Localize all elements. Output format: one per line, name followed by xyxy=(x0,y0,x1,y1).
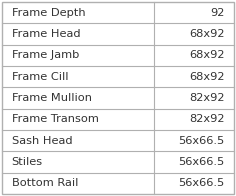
Text: Sash Head: Sash Head xyxy=(12,136,72,146)
Text: 68x92: 68x92 xyxy=(189,29,224,39)
Text: Frame Depth: Frame Depth xyxy=(12,8,85,18)
Text: 92: 92 xyxy=(210,8,224,18)
Text: Frame Jamb: Frame Jamb xyxy=(12,50,79,60)
Text: 56x66.5: 56x66.5 xyxy=(178,178,224,188)
Text: Frame Transom: Frame Transom xyxy=(12,114,98,124)
Text: 82x92: 82x92 xyxy=(189,114,224,124)
Text: 68x92: 68x92 xyxy=(189,72,224,82)
Text: 56x66.5: 56x66.5 xyxy=(178,136,224,146)
Text: Stiles: Stiles xyxy=(12,157,43,167)
Text: Frame Head: Frame Head xyxy=(12,29,80,39)
Text: Frame Mullion: Frame Mullion xyxy=(12,93,92,103)
Text: 82x92: 82x92 xyxy=(189,93,224,103)
Text: Bottom Rail: Bottom Rail xyxy=(12,178,78,188)
Text: 56x66.5: 56x66.5 xyxy=(178,157,224,167)
Text: 68x92: 68x92 xyxy=(189,50,224,60)
Text: Frame Cill: Frame Cill xyxy=(12,72,68,82)
